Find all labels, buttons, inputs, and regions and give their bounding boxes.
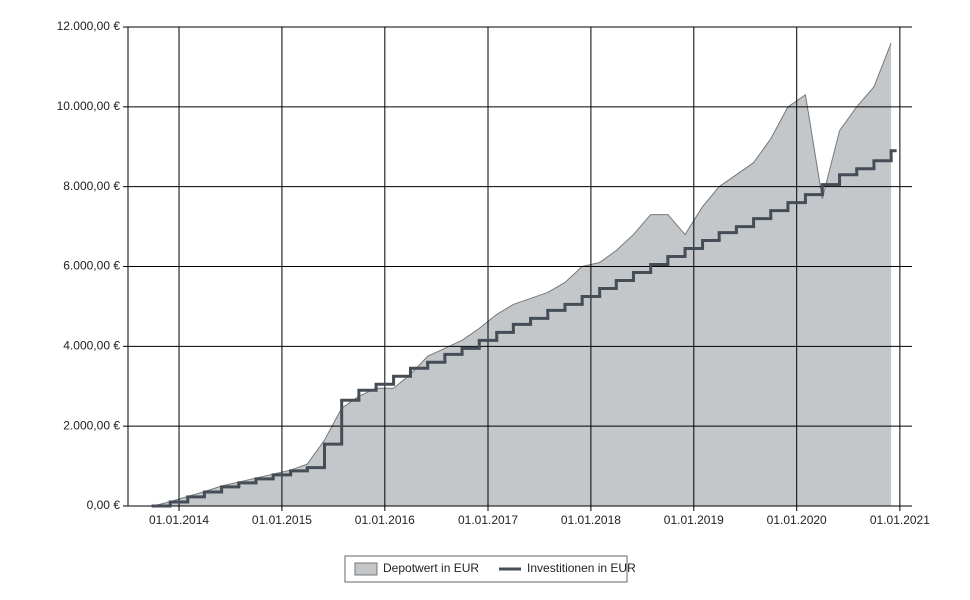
x-tick-label: 01.01.2021: [870, 513, 930, 527]
y-tick-label: 12.000,00 €: [57, 19, 121, 33]
x-tick-label: 01.01.2016: [355, 513, 415, 527]
x-tick-label: 01.01.2018: [561, 513, 621, 527]
y-tick-label: 0,00 €: [87, 498, 121, 512]
y-tick-label: 2.000,00 €: [63, 418, 120, 432]
y-tick-label: 4.000,00 €: [63, 339, 120, 353]
legend-label: Depotwert in EUR: [383, 561, 479, 575]
x-tick-label: 01.01.2019: [664, 513, 724, 527]
x-tick-label: 01.01.2014: [149, 513, 209, 527]
y-tick-label: 8.000,00 €: [63, 179, 120, 193]
y-tick-label: 6.000,00 €: [63, 259, 120, 273]
x-tick-label: 01.01.2020: [767, 513, 827, 527]
legend-label: Investitionen in EUR: [527, 561, 636, 575]
x-tick-label: 01.01.2017: [458, 513, 518, 527]
legend-swatch: [354, 562, 378, 576]
legend-box: [344, 555, 628, 583]
y-tick-label: 10.000,00 €: [57, 99, 121, 113]
x-tick-label: 01.01.2015: [252, 513, 312, 527]
area-fill: [153, 42, 892, 506]
